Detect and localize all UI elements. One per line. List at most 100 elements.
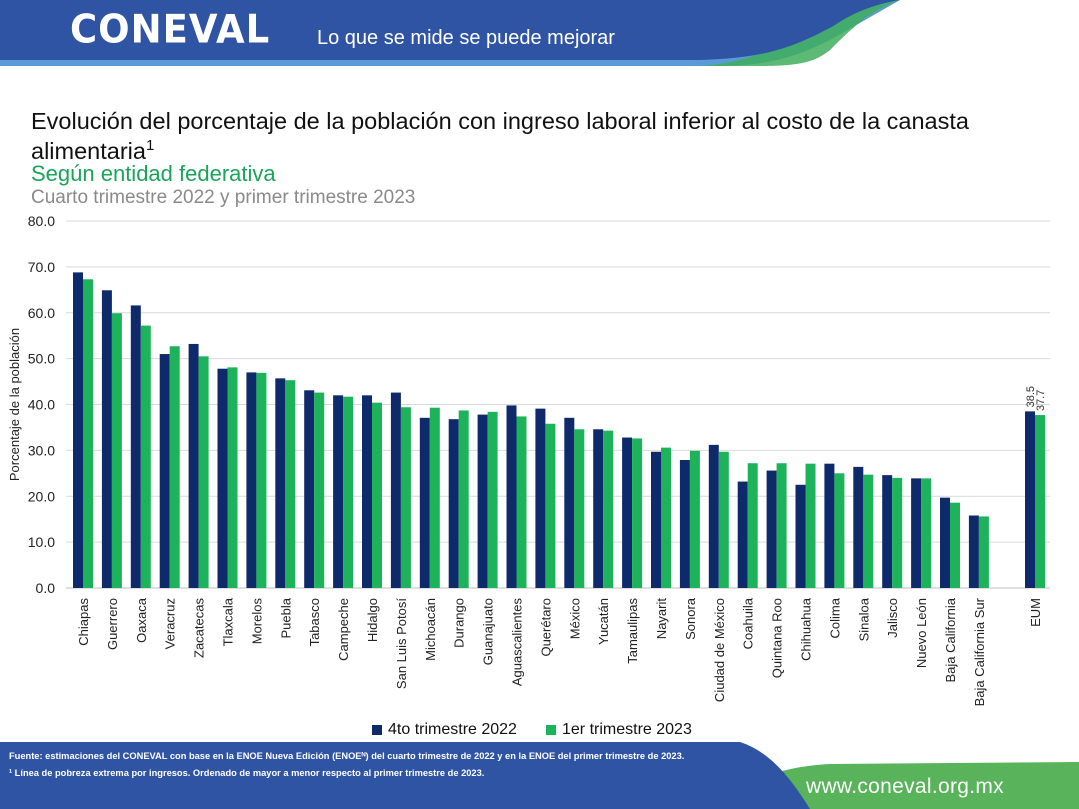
bar-2022 [101,290,112,588]
bar-2022 [159,354,170,588]
data-label: 38.5 [1025,386,1037,407]
x-tick-label: Sonora [683,597,698,640]
x-tick-label: Zacatecas [192,598,207,658]
bar-2022 [246,372,257,588]
chart-period: Cuarto trimestre 2022 y primer trimestre… [31,187,416,208]
y-tick-label: 40.0 [28,397,55,413]
chart-title-text: Evolución del porcentaje de la población… [31,108,969,164]
legend-swatch-2022 [372,725,382,735]
bar-2023 [227,367,238,588]
bar-2022 [564,417,575,588]
bar-2023 [632,438,643,588]
bar-2023 [429,407,440,588]
bar-2022 [708,444,719,588]
bar-2022 [968,515,979,588]
bar-2022 [304,390,315,588]
bar-2023 [83,279,93,588]
bar-2022 [477,414,488,588]
x-tick-label: Quintana Roo [770,598,785,678]
legend-swatch-2023 [546,725,556,735]
x-tick-label: Sinaloa [856,597,871,641]
bar-2022 [940,497,950,588]
y-tick-label: 30.0 [28,442,55,458]
bar-2023 [140,325,151,588]
bar-2022 [188,343,199,588]
bar-2023 [516,416,527,588]
x-tick-label: Baja California [943,597,958,682]
bar-2022 [333,395,344,588]
bar-2022 [73,272,83,588]
x-tick-label: Oaxaca [134,597,149,643]
bar-2022 [217,368,228,588]
x-tick-label: San Luis Potosí [394,598,409,689]
bar-2023 [458,410,469,588]
x-tick-label: Tlaxcala [221,597,236,646]
x-tick-label: Aguascalientes [510,598,525,687]
x-tick-label: México [567,598,582,639]
bar-2023 [1035,415,1045,588]
bar-chart: 0.0 10.0 20.0 30.0 40.0 50.0 60.0 70.0 80.0 Porce… [7,213,1050,706]
x-tick-label: Chihuahua [799,597,814,661]
y-axis-label: Porcentaje de la población [7,328,22,481]
x-tick-label: Veracruz [163,598,178,649]
bar-2023 [921,478,932,588]
bar-2022 [622,437,633,588]
x-tick-label: Tamaulipas [625,598,640,664]
x-tick-label: Coahuila [741,597,756,649]
x-tick-label: Guanajuato [481,598,496,665]
x-tick-label: Ciudad de México [712,598,727,702]
x-tick-label: Nuevo León [914,598,929,668]
bar-2023 [256,372,267,588]
bar-2022 [419,417,430,588]
y-tick-label: 50.0 [28,351,55,367]
bar-2023 [487,411,498,588]
bar-2023 [805,463,816,588]
bar-2023 [834,473,845,588]
bar-2023 [285,380,296,588]
bar-2023 [314,392,325,588]
bar-2023 [372,402,382,588]
x-tick-label: Baja California Sur [972,597,987,706]
bar-2023 [343,396,354,588]
bar-2023 [169,346,180,588]
x-tick-label: Colima [827,597,842,638]
x-tick-label: Querétaro [538,598,553,657]
bar-2022 [535,408,546,588]
bar-2023 [863,474,874,588]
bar-2023 [892,477,903,588]
header-banner: CONEVAL Lo que se mide se puede mejorar [0,0,1079,95]
y-tick-label: 20.0 [28,488,55,504]
x-tick-label: Nayarit [654,598,669,640]
footer-background [0,742,1079,809]
bar-2023 [950,502,960,588]
x-tick-label: Tabasco [307,598,322,646]
header-slogan: Lo que se mide se puede mejorar [317,27,615,49]
x-tick-label: Durango [452,598,467,648]
x-tick-label: Michoacán [423,598,438,661]
bar-2022 [593,429,604,588]
x-tick-label: Hidalgo [365,598,380,642]
y-tick-label: 0.0 [36,580,56,596]
x-tick-label: Puebla [278,597,293,638]
bar-2022 [1025,411,1035,588]
bar-2023 [400,407,411,588]
x-tick-label: Jalisco [885,598,900,638]
bar-2023 [603,430,614,588]
y-tick-label: 80.0 [28,213,55,229]
chart-subtitle: Según entidad federativa [31,161,276,186]
legend-label-2022: 4to trimestre 2022 [388,721,517,738]
y-tick-label: 70.0 [28,259,55,275]
footer-url[interactable]: www.coneval.org.mx [806,775,1004,798]
bar-2022 [130,305,141,588]
bar-2022 [824,463,835,588]
bar-2023 [111,313,122,588]
chart-title: Evolución del porcentaje de la población… [31,106,1041,166]
bar-2022 [506,405,517,588]
x-tick-label: Campeche [336,598,351,661]
bar-2023 [747,463,758,588]
bar-2022 [911,478,922,588]
bar-2022 [390,392,401,588]
legend-item-2023: 1er trimestre 2023 [546,719,692,741]
bar-2023 [198,356,209,588]
bar-2023 [776,463,787,588]
